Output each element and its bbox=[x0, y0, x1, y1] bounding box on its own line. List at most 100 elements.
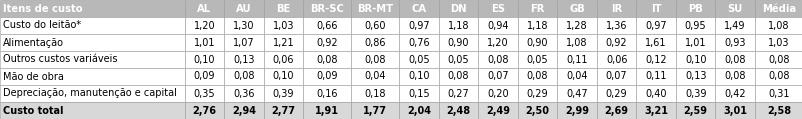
Text: SU: SU bbox=[727, 3, 742, 13]
Bar bbox=[596, 85, 636, 102]
Bar bbox=[517, 0, 557, 17]
Text: 0,10: 0,10 bbox=[408, 72, 429, 82]
Text: 2,94: 2,94 bbox=[232, 106, 256, 116]
Text: 0,93: 0,93 bbox=[723, 37, 745, 47]
Bar bbox=[517, 51, 557, 68]
Bar bbox=[517, 34, 557, 51]
Text: DN: DN bbox=[450, 3, 466, 13]
Bar bbox=[675, 34, 715, 51]
Bar bbox=[517, 68, 557, 85]
Bar bbox=[754, 68, 802, 85]
Bar bbox=[596, 102, 636, 119]
Bar bbox=[517, 17, 557, 34]
Bar bbox=[350, 102, 399, 119]
Text: 0,08: 0,08 bbox=[316, 55, 338, 64]
Bar bbox=[636, 34, 675, 51]
Bar bbox=[399, 34, 439, 51]
Text: 2,04: 2,04 bbox=[407, 106, 431, 116]
Text: 0,05: 0,05 bbox=[407, 55, 429, 64]
Text: 0,10: 0,10 bbox=[193, 55, 215, 64]
Bar bbox=[596, 68, 636, 85]
Text: CA: CA bbox=[411, 3, 426, 13]
Bar bbox=[439, 85, 478, 102]
Bar bbox=[754, 102, 802, 119]
Bar bbox=[263, 51, 303, 68]
Text: Outros custos variáveis: Outros custos variáveis bbox=[3, 55, 118, 64]
Bar bbox=[754, 34, 802, 51]
Text: 1,01: 1,01 bbox=[684, 37, 706, 47]
Bar bbox=[303, 102, 350, 119]
Text: 0,06: 0,06 bbox=[606, 55, 626, 64]
Bar bbox=[263, 68, 303, 85]
Bar bbox=[754, 51, 802, 68]
Bar bbox=[399, 51, 439, 68]
Text: 0,08: 0,08 bbox=[723, 72, 745, 82]
Bar bbox=[0, 0, 184, 17]
Text: BR-SC: BR-SC bbox=[310, 3, 344, 13]
Bar bbox=[263, 85, 303, 102]
Bar bbox=[754, 0, 802, 17]
Text: 0,11: 0,11 bbox=[565, 55, 587, 64]
Bar bbox=[557, 0, 596, 17]
Bar bbox=[675, 85, 715, 102]
Text: 0,08: 0,08 bbox=[233, 72, 254, 82]
Text: 0,18: 0,18 bbox=[364, 89, 386, 99]
Text: 0,10: 0,10 bbox=[684, 55, 706, 64]
Text: 1,20: 1,20 bbox=[487, 37, 508, 47]
Text: 0,11: 0,11 bbox=[645, 72, 666, 82]
Bar bbox=[675, 102, 715, 119]
Bar bbox=[224, 51, 263, 68]
Bar bbox=[517, 85, 557, 102]
Text: 1,03: 1,03 bbox=[768, 37, 788, 47]
Text: 1,08: 1,08 bbox=[565, 37, 587, 47]
Bar bbox=[636, 102, 675, 119]
Text: 0,04: 0,04 bbox=[364, 72, 386, 82]
Bar bbox=[557, 68, 596, 85]
Bar bbox=[0, 68, 184, 85]
Text: 0,08: 0,08 bbox=[723, 55, 745, 64]
Bar bbox=[596, 51, 636, 68]
Text: 3,01: 3,01 bbox=[723, 106, 746, 116]
Text: IR: IR bbox=[610, 3, 622, 13]
Text: 1,07: 1,07 bbox=[233, 37, 254, 47]
Bar bbox=[399, 85, 439, 102]
Bar bbox=[557, 34, 596, 51]
Bar bbox=[303, 68, 350, 85]
Bar bbox=[478, 0, 517, 17]
Bar bbox=[399, 0, 439, 17]
Text: 1,18: 1,18 bbox=[526, 20, 548, 30]
Text: 2,48: 2,48 bbox=[446, 106, 470, 116]
Bar bbox=[715, 0, 754, 17]
Bar bbox=[557, 17, 596, 34]
Text: 1,28: 1,28 bbox=[565, 20, 587, 30]
Text: 0,16: 0,16 bbox=[316, 89, 338, 99]
Text: 1,20: 1,20 bbox=[193, 20, 215, 30]
Text: 0,90: 0,90 bbox=[526, 37, 548, 47]
Text: FR: FR bbox=[530, 3, 544, 13]
Text: Mão de obra: Mão de obra bbox=[3, 72, 64, 82]
Text: 0,95: 0,95 bbox=[684, 20, 706, 30]
Text: 0,08: 0,08 bbox=[768, 72, 788, 82]
Text: 0,76: 0,76 bbox=[407, 37, 429, 47]
Text: 2,58: 2,58 bbox=[766, 106, 790, 116]
Bar bbox=[478, 102, 517, 119]
Bar bbox=[224, 85, 263, 102]
Bar bbox=[399, 102, 439, 119]
Text: 0,39: 0,39 bbox=[273, 89, 294, 99]
Text: 0,86: 0,86 bbox=[364, 37, 386, 47]
Text: 0,29: 0,29 bbox=[605, 89, 626, 99]
Text: AL: AL bbox=[197, 3, 211, 13]
Bar bbox=[754, 85, 802, 102]
Bar bbox=[184, 34, 224, 51]
Bar bbox=[350, 0, 399, 17]
Text: Depreciação, manutenção e capital: Depreciação, manutenção e capital bbox=[3, 89, 177, 99]
Bar bbox=[303, 0, 350, 17]
Bar bbox=[303, 85, 350, 102]
Bar bbox=[350, 34, 399, 51]
Bar bbox=[224, 34, 263, 51]
Bar bbox=[478, 51, 517, 68]
Bar bbox=[399, 68, 439, 85]
Bar bbox=[350, 85, 399, 102]
Bar bbox=[636, 85, 675, 102]
Bar bbox=[0, 17, 184, 34]
